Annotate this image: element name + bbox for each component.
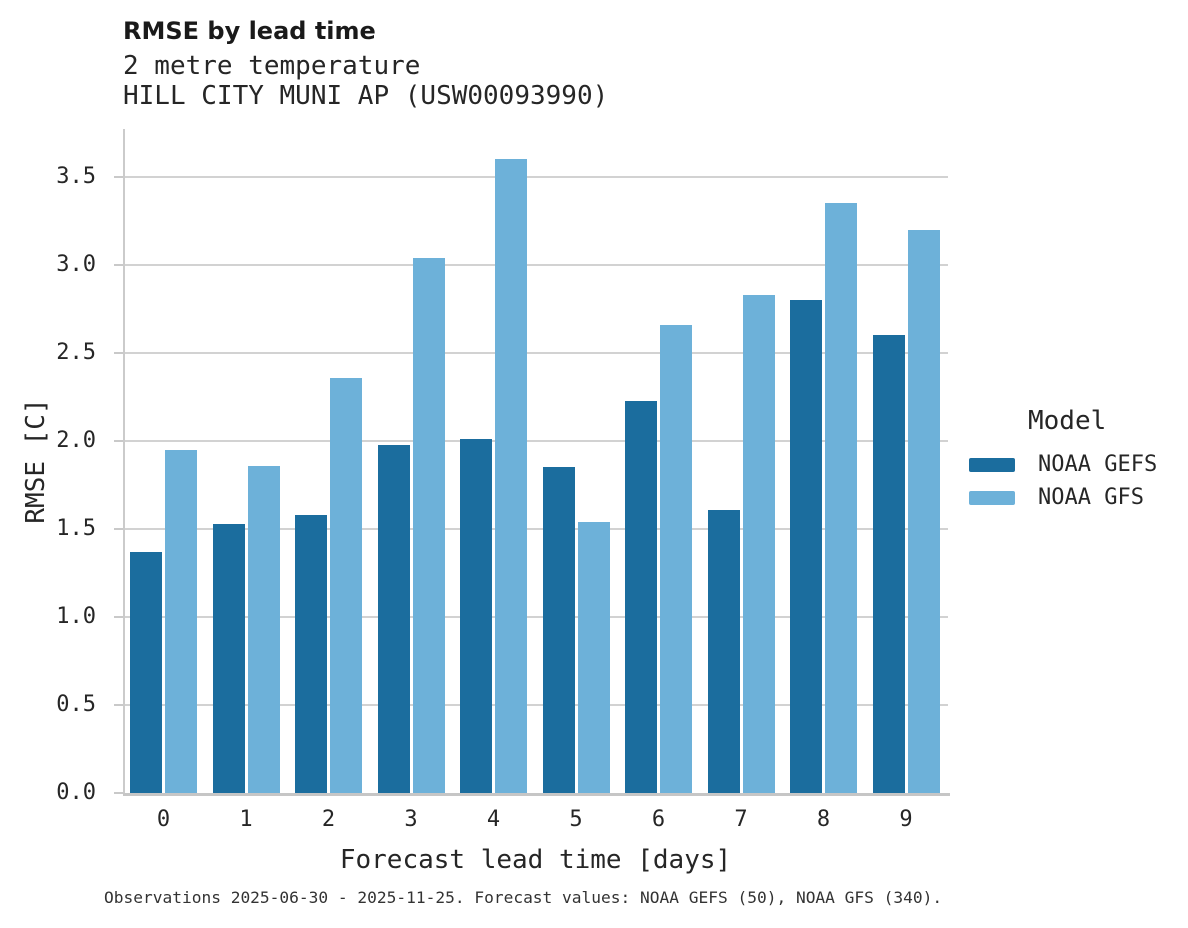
footer-caption: Observations 2025-06-30 - 2025-11-25. Fo… <box>104 888 943 907</box>
x-tick-label: 2 <box>321 807 336 832</box>
x-tick-label: 0 <box>156 807 171 832</box>
bar-noaa-gfs-day-5 <box>577 522 610 793</box>
y-tick-mark <box>114 704 123 706</box>
y-tick-label: 2.0 <box>56 428 96 453</box>
bar-noaa-gfs-day-3 <box>412 258 445 793</box>
chart-subtitle-station: HILL CITY MUNI AP (USW00093990) <box>123 81 609 111</box>
y-tick-label: 3.0 <box>56 252 96 277</box>
legend-label: NOAA GEFS <box>1038 452 1158 477</box>
y-axis-title: RMSE [C] <box>21 398 51 524</box>
x-tick-label: 9 <box>899 807 913 832</box>
bar-noaa-gfs-day-7 <box>742 295 775 793</box>
y-axis-spine <box>123 129 125 796</box>
bar-noaa-gefs-day-6 <box>625 401 657 793</box>
x-tick-label: 6 <box>651 807 666 832</box>
y-tick-mark <box>114 616 123 618</box>
x-tick-label: 1 <box>239 807 253 832</box>
bar-noaa-gfs-day-9 <box>907 230 940 793</box>
legend-label: NOAA GFS <box>1038 485 1144 510</box>
y-tick-label: 2.5 <box>56 340 96 365</box>
x-axis-spine <box>123 793 950 796</box>
bar-noaa-gfs-day-0 <box>165 450 197 793</box>
bar-noaa-gefs-day-9 <box>872 335 905 793</box>
y-tick-label: 0.0 <box>56 780 96 805</box>
gridline <box>125 440 948 442</box>
x-tick-label: 8 <box>816 807 831 832</box>
x-axis-title: Forecast lead time [days] <box>339 845 732 875</box>
gridline <box>125 616 948 618</box>
gridline <box>125 704 948 706</box>
x-tick-label: 3 <box>404 807 418 832</box>
legend-entry-noaa-gefs: NOAA GEFS <box>969 448 1157 481</box>
bar-noaa-gefs-day-4 <box>460 439 492 793</box>
x-tick-label: 5 <box>569 807 583 832</box>
bar-noaa-gefs-day-8 <box>790 300 822 793</box>
y-tick-mark <box>114 792 123 794</box>
chart-subtitle-variable: 2 metre temperature <box>123 51 421 81</box>
x-tick-label: 4 <box>486 807 501 832</box>
y-tick-mark <box>114 440 123 442</box>
bar-noaa-gefs-day-5 <box>542 467 575 793</box>
y-tick-label: 1.5 <box>56 516 96 541</box>
legend-swatch <box>969 490 1015 505</box>
bar-noaa-gfs-day-1 <box>247 466 280 793</box>
y-tick-mark <box>114 176 123 178</box>
bar-noaa-gfs-day-4 <box>495 159 527 793</box>
x-tick-label: 7 <box>734 807 748 832</box>
bar-noaa-gefs-day-3 <box>377 445 410 793</box>
legend-entry-noaa-gfs: NOAA GFS <box>969 481 1157 514</box>
gridline <box>125 528 948 530</box>
gridline <box>125 352 948 354</box>
legend-title: Model <box>1028 406 1107 436</box>
bar-noaa-gefs-day-1 <box>212 524 245 793</box>
plot-area: Forecast lead time [days] 0.0 0.5 1.0 1.5 2.… <box>56 129 950 875</box>
legend: Model NOAA GEFS NOAA GFS <box>969 407 1157 514</box>
bar-noaa-gefs-day-0 <box>130 552 162 793</box>
y-tick-mark <box>114 352 123 354</box>
gridline <box>125 176 948 178</box>
bar-noaa-gfs-day-8 <box>825 203 857 793</box>
bar-noaa-gfs-day-6 <box>660 325 692 793</box>
y-tick-mark <box>114 528 123 530</box>
bar-noaa-gefs-day-2 <box>295 515 327 793</box>
y-tick-label: 3.5 <box>56 164 96 189</box>
bar-noaa-gfs-day-2 <box>330 378 362 793</box>
y-tick-label: 0.5 <box>56 692 96 717</box>
gridline <box>125 264 948 266</box>
chart-title: RMSE by lead time <box>123 17 376 45</box>
legend-swatch <box>969 457 1015 472</box>
y-tick-mark <box>114 264 123 266</box>
bar-noaa-gefs-day-7 <box>707 510 740 793</box>
y-tick-label: 1.0 <box>56 604 96 629</box>
